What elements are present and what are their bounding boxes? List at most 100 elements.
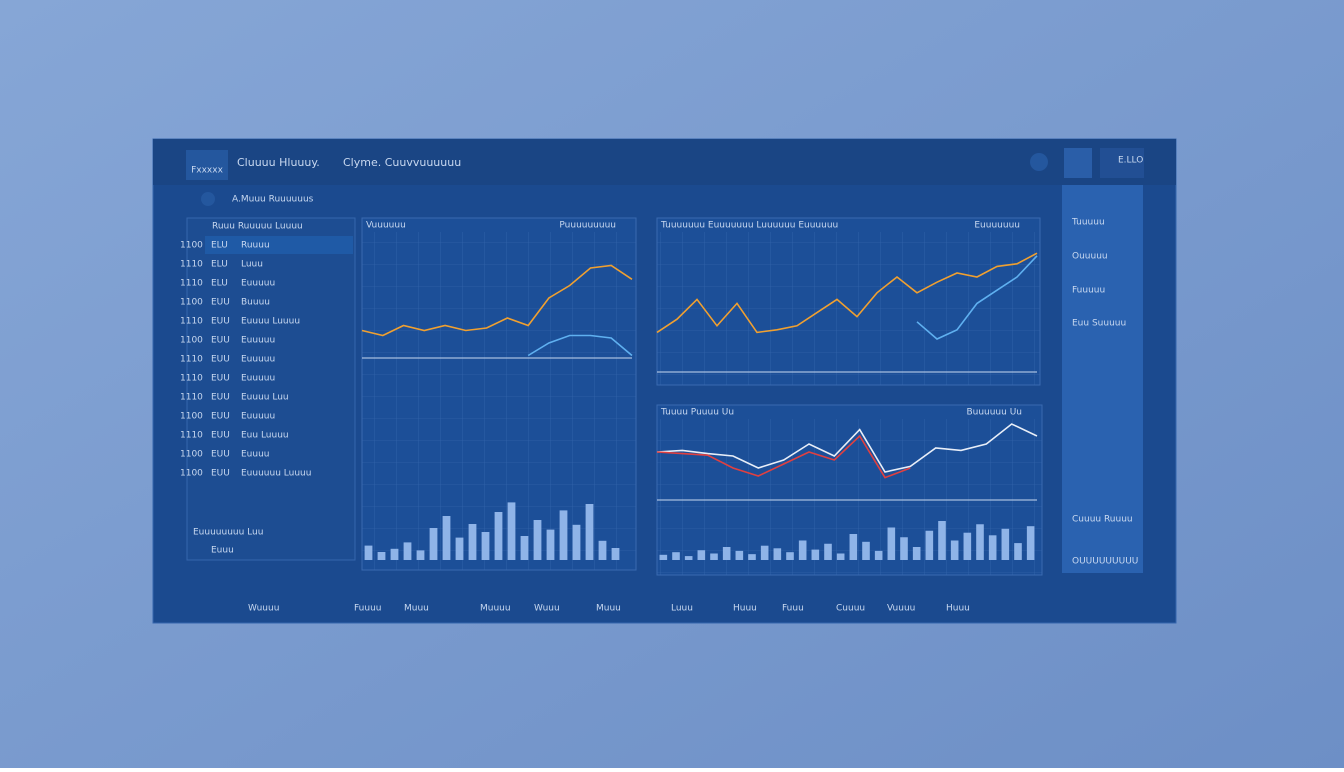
chart-line [916,255,1038,340]
bar [912,547,921,560]
bar [1001,528,1010,560]
row-label: Ruuuu [241,241,270,251]
footer-item[interactable]: Vuuuu [887,604,915,614]
row-code: ELU [211,260,228,270]
chart-line [527,334,633,357]
right-item[interactable]: Cuuuu Ruuuu [1072,515,1133,525]
footer-item[interactable]: Huuu [946,604,970,614]
bar [507,502,516,560]
row-label: Buuuu [241,298,270,308]
sidebar [186,217,356,561]
bar [760,545,769,560]
footer-item[interactable]: Muuu [596,604,621,614]
chart-title: Tuuuuuuu Euuuuuuu Luuuuuu Euuuuuu [660,221,838,231]
bar [697,550,706,560]
bar [710,553,718,560]
logo: Fxxxxx [191,166,223,176]
footer-item[interactable]: Wuuu [534,604,560,614]
bar [572,524,581,560]
row-code: 1100 [180,412,203,422]
bar [494,512,503,560]
chart-line [656,252,1038,334]
row-code: ELU [211,279,228,289]
bar [900,537,908,560]
back-button[interactable] [201,192,215,206]
chart-subtitle: Euuuuuuu [974,221,1020,231]
bar [429,528,438,560]
row-code: 1110 [180,279,203,289]
bar [659,554,668,560]
bar [546,529,555,560]
bar [874,550,883,560]
right-item[interactable]: Fuuuuu [1072,286,1105,296]
right-item[interactable]: OUUUUUUUUU [1072,557,1138,567]
bar [416,550,425,560]
bar [722,547,731,560]
bar [364,545,373,560]
row-label: Euuuu Luuuu [241,317,300,327]
row-code: 1110 [180,260,203,270]
icon-button[interactable] [1064,148,1092,178]
row-label: Euu Luuuu [241,431,289,441]
chart-line [656,423,1038,473]
row-label: Euuuu [241,450,270,460]
footer-item[interactable]: Muuu [404,604,429,614]
footer-item[interactable]: Luuu [671,604,693,614]
row-label: Euuuuu [241,355,275,365]
user-box[interactable] [1100,148,1144,178]
icon-button[interactable] [1030,153,1048,171]
bar [390,548,399,560]
row-code: 1100 [180,469,203,479]
bar [963,532,972,560]
bar [455,537,464,560]
row-highlight [205,236,353,254]
footer-item[interactable]: Cuuuu [836,604,865,614]
right-item[interactable]: Tuuuuu [1071,218,1105,228]
row-label: Euuuu Luu [241,393,289,403]
bar [403,542,412,560]
bar [377,552,386,560]
bar [798,540,807,560]
bar [988,535,997,560]
bar [1014,543,1022,560]
chart-line [361,264,633,337]
row-code: 1110 [180,393,203,403]
bar [887,527,896,560]
subheader: A.Muuu Ruuuuuus [232,195,314,205]
bar [938,521,946,560]
bar [611,548,620,560]
row-code: EUU [211,450,230,460]
footer-item[interactable]: Huuu [733,604,757,614]
footer-item[interactable]: Wuuuu [248,604,279,614]
logo-box [186,150,228,180]
footer-item[interactable]: Muuuu [480,604,511,614]
sidebar-footer: Euuu [211,546,234,556]
sidebar-footer: Euuuuuuuu Luu [193,528,263,538]
footer-item[interactable]: Fuuu [782,604,804,614]
bar [533,520,542,560]
bar [684,556,693,560]
nav-item[interactable]: Cluuuu Hluuuy. [237,156,320,169]
bar [442,516,451,560]
nav-item[interactable]: Clyme. Cuuvvuuuuuu [343,156,461,169]
chart-grid [657,419,1042,575]
header-bar [153,139,1176,185]
right-item[interactable]: Ouuuuu [1072,252,1108,262]
chart-title: Vuuuuuu [366,221,406,231]
right-item[interactable]: Euu Suuuuu [1072,319,1126,329]
row-label: Euuuuu [241,279,275,289]
row-code: EUU [211,393,230,403]
row-label: Euuuuuu Luuuu [241,469,311,479]
row-code: 1100 [180,450,203,460]
bar [598,540,607,560]
row-code: EUU [211,336,230,346]
row-code: 1110 [180,355,203,365]
row-code: EUU [211,431,230,441]
footer-item[interactable]: Fuuuu [354,604,382,614]
row-code: 1110 [180,431,203,441]
row-label: Euuuuu [241,374,275,384]
bar [925,530,934,560]
bar [849,534,858,560]
row-code: EUU [211,317,230,327]
